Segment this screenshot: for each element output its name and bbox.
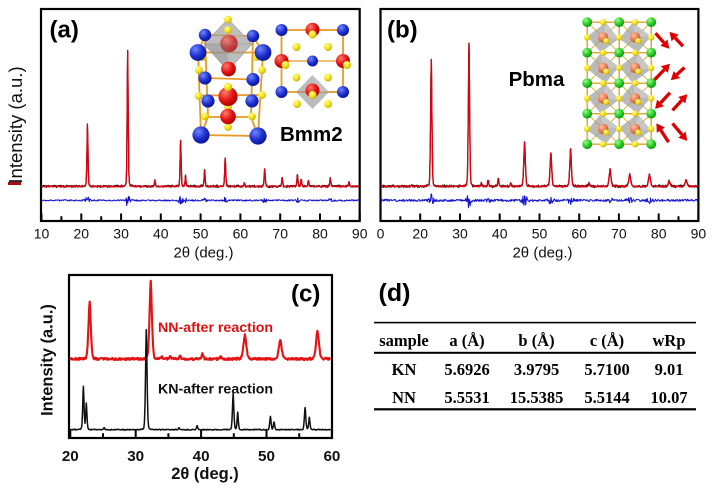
svg-text:3.9795: 3.9795 — [514, 360, 559, 379]
svg-text:70: 70 — [272, 226, 288, 242]
svg-text:2θ (deg.): 2θ (deg.) — [512, 245, 572, 262]
svg-text:40: 40 — [193, 448, 210, 465]
svg-text:(b): (b) — [387, 17, 418, 44]
svg-text:9.01: 9.01 — [655, 360, 684, 379]
svg-text:50: 50 — [193, 226, 209, 242]
svg-text:60: 60 — [323, 448, 340, 465]
svg-text:80: 80 — [312, 226, 328, 242]
svg-text:40: 40 — [492, 226, 508, 242]
svg-text:KN-after reaction: KN-after reaction — [158, 382, 273, 398]
svg-text:Intensity (a.u.): Intensity (a.u.) — [5, 66, 26, 183]
svg-text:(c): (c) — [291, 281, 320, 308]
svg-text:Pbma: Pbma — [509, 68, 565, 91]
svg-text:5.7100: 5.7100 — [584, 360, 629, 379]
svg-text:b (Å): b (Å) — [518, 331, 554, 350]
svg-text:sample: sample — [379, 331, 429, 350]
svg-text:30: 30 — [452, 226, 468, 242]
svg-text:50: 50 — [258, 448, 275, 465]
svg-text:0: 0 — [377, 226, 385, 242]
svg-text:5.5531: 5.5531 — [444, 388, 489, 407]
svg-text:a (Å): a (Å) — [449, 331, 484, 350]
svg-text:Intensity (a.u.): Intensity (a.u.) — [39, 304, 57, 416]
svg-text:90: 90 — [352, 226, 368, 242]
svg-text:60: 60 — [233, 226, 249, 242]
svg-text:90: 90 — [691, 226, 707, 242]
svg-text:40: 40 — [153, 226, 169, 242]
svg-text:2θ (deg.): 2θ (deg.) — [173, 245, 233, 262]
svg-text:70: 70 — [611, 226, 627, 242]
svg-text:10.07: 10.07 — [650, 388, 687, 407]
svg-text:wRp: wRp — [652, 331, 685, 350]
svg-text:20: 20 — [412, 226, 428, 242]
svg-text:30: 30 — [113, 226, 129, 242]
svg-text:60: 60 — [571, 226, 587, 242]
svg-text:(d): (d) — [379, 279, 411, 307]
svg-text:20: 20 — [62, 448, 79, 465]
svg-text:20: 20 — [74, 226, 90, 242]
svg-text:50: 50 — [532, 226, 548, 242]
svg-text:NN: NN — [392, 388, 416, 407]
svg-text:Bmm2: Bmm2 — [280, 123, 343, 146]
svg-text:30: 30 — [127, 448, 144, 465]
svg-text:10: 10 — [34, 226, 50, 242]
svg-text:80: 80 — [651, 226, 667, 242]
svg-text:2θ (deg.): 2θ (deg.) — [171, 465, 239, 483]
svg-text:NN-after reaction: NN-after reaction — [158, 320, 273, 336]
svg-text:15.5385: 15.5385 — [510, 388, 564, 407]
svg-text:5.6926: 5.6926 — [444, 360, 489, 379]
svg-text:(a): (a) — [50, 17, 79, 44]
svg-text:KN: KN — [392, 360, 417, 379]
svg-text:c (Å): c (Å) — [590, 331, 624, 350]
svg-text:5.5144: 5.5144 — [584, 388, 629, 407]
